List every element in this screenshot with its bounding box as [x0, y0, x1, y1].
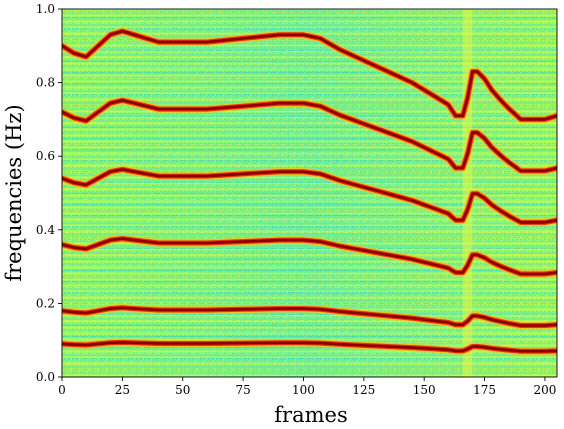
harmonic-track-5: [62, 99, 557, 173]
x-tick-label: 75: [235, 383, 250, 397]
plot-frame: [61, 8, 558, 378]
x-axis: 0 25 50 75 100 125 150 175 200: [58, 377, 556, 397]
x-tick-label: 0: [58, 383, 66, 397]
x-tick-label: 175: [473, 383, 496, 397]
y-axis: 0.0 0.2 0.4 0.6 0.8 1.0: [36, 2, 62, 384]
x-axis-label: frames: [274, 403, 347, 427]
harmonic-tracks: [62, 27, 557, 355]
x-tick-label: 200: [533, 383, 556, 397]
y-tick-label: 0.2: [36, 296, 55, 310]
x-tick-label: 25: [115, 383, 130, 397]
y-axis-label: frequencies (Hz): [2, 104, 26, 281]
harmonic-track-4: [62, 168, 557, 224]
transient-band: [462, 9, 473, 377]
x-tick-label: 150: [413, 383, 436, 397]
harmonic-track-1: [62, 341, 557, 353]
x-tick-label: 125: [352, 383, 375, 397]
y-tick-label: 1.0: [36, 2, 55, 16]
y-tick-label: 0.0: [36, 370, 55, 384]
x-tick-label: 50: [175, 383, 190, 397]
harmonic-track-3: [62, 237, 557, 276]
harmonic-track-6: [62, 29, 557, 121]
harmonic-track-2: [62, 306, 557, 327]
y-tick-label: 0.6: [36, 149, 55, 163]
y-tick-label: 0.4: [36, 223, 55, 237]
x-tick-label: 100: [292, 383, 315, 397]
y-tick-label: 0.8: [36, 76, 55, 90]
